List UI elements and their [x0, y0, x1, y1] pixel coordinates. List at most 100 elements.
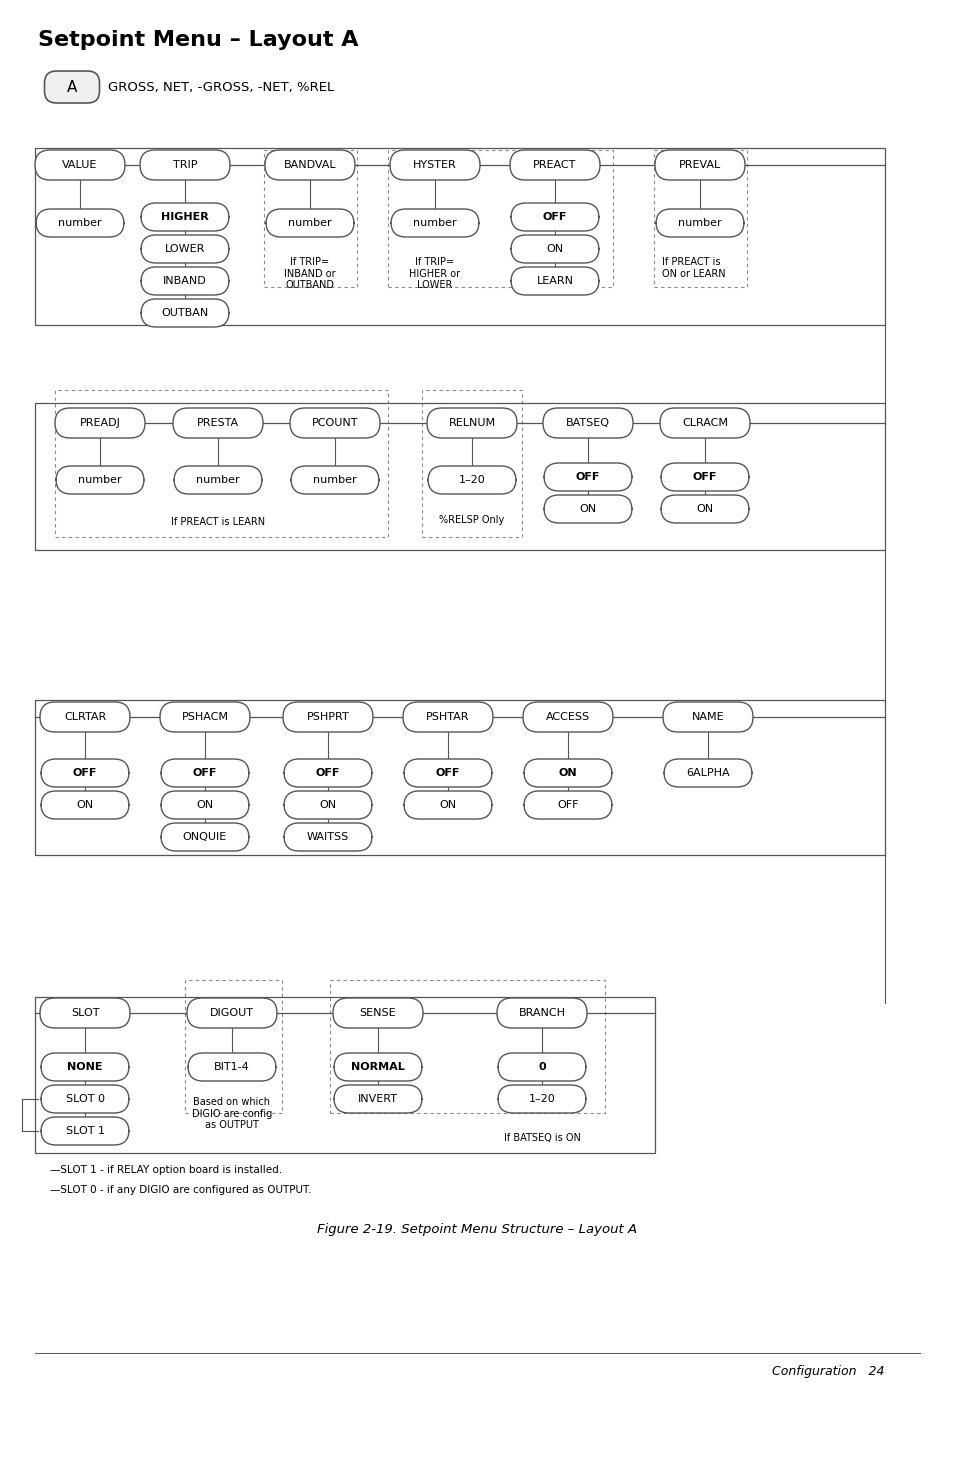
Text: ON: ON — [558, 768, 577, 777]
Bar — [185, 979, 282, 1114]
Text: OFF: OFF — [315, 768, 340, 777]
Text: If TRIP=
HIGHER or
LOWER: If TRIP= HIGHER or LOWER — [409, 257, 460, 291]
FancyBboxPatch shape — [284, 823, 372, 851]
Text: Based on which
DIGIO are config
as OUTPUT: Based on which DIGIO are config as OUTPU… — [192, 1097, 272, 1130]
FancyBboxPatch shape — [266, 209, 354, 237]
Bar — [654, 150, 746, 288]
Text: PSHACM: PSHACM — [181, 712, 229, 721]
FancyBboxPatch shape — [402, 702, 493, 732]
Text: BANDVAL: BANDVAL — [283, 159, 336, 170]
FancyBboxPatch shape — [40, 999, 130, 1028]
Text: OFF: OFF — [557, 799, 578, 810]
FancyBboxPatch shape — [35, 150, 125, 180]
Text: 1–20: 1–20 — [528, 1094, 555, 1103]
FancyBboxPatch shape — [334, 1086, 421, 1114]
FancyBboxPatch shape — [188, 1053, 275, 1081]
Text: number: number — [288, 218, 332, 229]
FancyBboxPatch shape — [655, 150, 744, 180]
FancyBboxPatch shape — [141, 204, 229, 232]
FancyBboxPatch shape — [290, 409, 379, 438]
Text: number: number — [678, 218, 721, 229]
Bar — [55, 389, 388, 537]
Text: OFF: OFF — [542, 212, 567, 223]
Text: SENSE: SENSE — [359, 1007, 395, 1018]
Text: OFF: OFF — [692, 472, 717, 482]
Text: OUTBAN: OUTBAN — [161, 308, 209, 319]
Text: %RELSP Only: %RELSP Only — [439, 515, 504, 525]
FancyBboxPatch shape — [141, 235, 229, 263]
Bar — [264, 150, 356, 288]
Bar — [35, 701, 884, 856]
FancyBboxPatch shape — [390, 150, 479, 180]
FancyBboxPatch shape — [523, 760, 612, 788]
Text: ON: ON — [319, 799, 336, 810]
Text: PSHTAR: PSHTAR — [426, 712, 469, 721]
FancyBboxPatch shape — [187, 999, 276, 1028]
FancyBboxPatch shape — [497, 1053, 585, 1081]
Text: number: number — [58, 218, 102, 229]
Text: number: number — [313, 475, 356, 485]
FancyBboxPatch shape — [56, 466, 144, 494]
Text: PRESTA: PRESTA — [196, 417, 239, 428]
FancyBboxPatch shape — [36, 209, 124, 237]
FancyBboxPatch shape — [265, 150, 355, 180]
FancyBboxPatch shape — [283, 702, 373, 732]
FancyBboxPatch shape — [45, 71, 99, 103]
FancyBboxPatch shape — [511, 204, 598, 232]
FancyBboxPatch shape — [284, 760, 372, 788]
Text: BATSEQ: BATSEQ — [565, 417, 609, 428]
Text: PREACT: PREACT — [533, 159, 576, 170]
Text: number: number — [196, 475, 239, 485]
FancyBboxPatch shape — [334, 1053, 421, 1081]
FancyBboxPatch shape — [41, 1053, 129, 1081]
FancyBboxPatch shape — [497, 999, 586, 1028]
Text: If BATSEQ is ON: If BATSEQ is ON — [503, 1133, 579, 1143]
FancyBboxPatch shape — [41, 1117, 129, 1145]
Text: OFF: OFF — [576, 472, 599, 482]
FancyBboxPatch shape — [427, 409, 517, 438]
FancyBboxPatch shape — [543, 496, 631, 524]
Text: OFF: OFF — [72, 768, 97, 777]
Text: BRANCH: BRANCH — [518, 1007, 565, 1018]
Text: INBAND: INBAND — [163, 276, 207, 286]
Text: RELNUM: RELNUM — [448, 417, 495, 428]
FancyBboxPatch shape — [660, 496, 748, 524]
FancyBboxPatch shape — [140, 150, 230, 180]
FancyBboxPatch shape — [40, 702, 130, 732]
Text: Figure 2-19. Setpoint Menu Structure – Layout A: Figure 2-19. Setpoint Menu Structure – L… — [316, 1223, 637, 1236]
Text: A: A — [67, 80, 77, 94]
Text: ACCESS: ACCESS — [545, 712, 590, 721]
FancyBboxPatch shape — [161, 823, 249, 851]
FancyBboxPatch shape — [172, 409, 263, 438]
FancyBboxPatch shape — [173, 466, 262, 494]
Text: LOWER: LOWER — [165, 243, 205, 254]
Text: NORMAL: NORMAL — [351, 1062, 404, 1072]
Text: ON: ON — [696, 504, 713, 513]
Text: Configuration   24: Configuration 24 — [772, 1364, 884, 1378]
FancyBboxPatch shape — [55, 409, 145, 438]
FancyBboxPatch shape — [543, 463, 631, 491]
FancyBboxPatch shape — [662, 702, 752, 732]
Text: PCOUNT: PCOUNT — [312, 417, 358, 428]
Text: 0: 0 — [537, 1062, 545, 1072]
FancyBboxPatch shape — [333, 999, 422, 1028]
Text: GROSS, NET, -GROSS, -NET, %REL: GROSS, NET, -GROSS, -NET, %REL — [108, 81, 334, 93]
Text: VALUE: VALUE — [62, 159, 97, 170]
Text: 1–20: 1–20 — [458, 475, 485, 485]
FancyBboxPatch shape — [497, 1086, 585, 1114]
Text: ON: ON — [76, 799, 93, 810]
FancyBboxPatch shape — [41, 791, 129, 819]
Bar — [35, 148, 884, 324]
Text: BIT1-4: BIT1-4 — [213, 1062, 250, 1072]
Text: If TRIP=
INBAND or
OUTBAND: If TRIP= INBAND or OUTBAND — [284, 257, 335, 291]
Text: ON: ON — [546, 243, 563, 254]
FancyBboxPatch shape — [522, 702, 613, 732]
FancyBboxPatch shape — [428, 466, 516, 494]
FancyBboxPatch shape — [656, 209, 743, 237]
Text: LEARN: LEARN — [536, 276, 573, 286]
FancyBboxPatch shape — [161, 760, 249, 788]
FancyBboxPatch shape — [141, 267, 229, 295]
Bar — [35, 997, 655, 1153]
Text: ON: ON — [196, 799, 213, 810]
FancyBboxPatch shape — [542, 409, 633, 438]
